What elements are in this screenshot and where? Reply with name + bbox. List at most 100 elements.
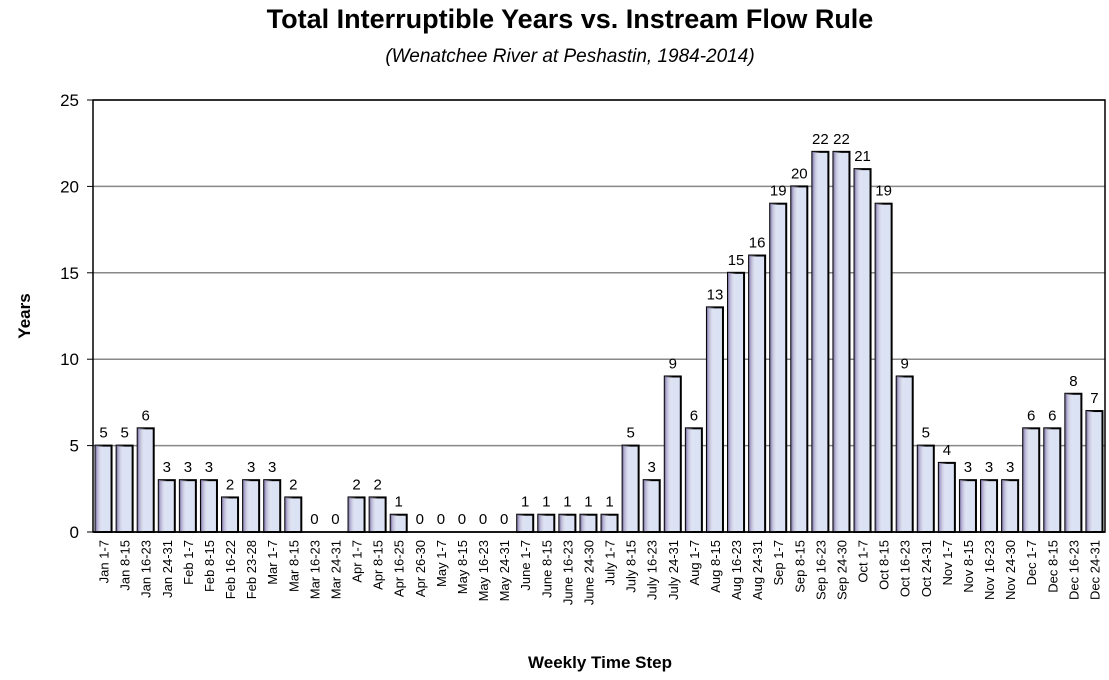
bar xyxy=(94,444,113,534)
value-label: 0 xyxy=(479,511,487,528)
x-tick-label: Sep 16-23 xyxy=(813,540,828,600)
bar xyxy=(537,513,556,533)
value-label: 3 xyxy=(247,459,255,476)
y-tick-label: 25 xyxy=(60,91,79,110)
x-tick-label: Oct 24-31 xyxy=(919,540,934,597)
x-tick-label: Jan 8-15 xyxy=(118,540,133,591)
bar xyxy=(874,202,893,533)
bar xyxy=(199,479,218,534)
x-tick-label: Feb 8-15 xyxy=(202,540,217,592)
bar xyxy=(727,271,746,533)
value-label: 9 xyxy=(669,355,677,372)
bar xyxy=(1064,392,1083,534)
y-tick-label: 0 xyxy=(70,523,79,542)
x-tick-label: May 1-7 xyxy=(434,540,449,587)
x-tick-label: Feb 1-7 xyxy=(181,540,196,585)
bar xyxy=(895,375,914,534)
x-tick-label: Aug 16-23 xyxy=(729,540,744,600)
value-label: 2 xyxy=(226,476,234,493)
x-tick-label: Feb 23-28 xyxy=(244,540,259,599)
value-label: 3 xyxy=(1006,459,1014,476)
x-tick-label: Nov 1-7 xyxy=(940,540,955,586)
value-label: 1 xyxy=(521,494,529,511)
bar xyxy=(600,513,619,533)
x-tick-label: June 8-15 xyxy=(539,540,554,598)
x-tick-label: July 8-15 xyxy=(624,540,639,593)
chart-title: Total Interruptible Years vs. Instream F… xyxy=(267,4,874,34)
value-label: 22 xyxy=(812,131,829,148)
x-tick-label: Oct 8-15 xyxy=(877,540,892,590)
x-tick-label: Oct 1-7 xyxy=(856,540,871,583)
bar xyxy=(1043,427,1062,534)
value-label: 0 xyxy=(310,511,318,528)
bar xyxy=(263,479,282,534)
value-label: 9 xyxy=(901,355,909,372)
x-tick-label: Aug 24-31 xyxy=(750,540,765,600)
bar xyxy=(684,427,703,534)
value-label: 1 xyxy=(563,494,571,511)
y-axis-title: Years xyxy=(15,293,34,338)
bar xyxy=(790,185,809,533)
x-tick-label: Mar 16-23 xyxy=(307,540,322,599)
value-label: 3 xyxy=(964,459,972,476)
x-tick-label: Nov 24-30 xyxy=(1003,540,1018,600)
x-tick-label: Mar 8-15 xyxy=(286,540,301,592)
bar xyxy=(347,496,366,534)
value-label: 21 xyxy=(854,148,871,165)
bar xyxy=(284,496,303,534)
bar xyxy=(221,496,240,534)
value-label: 1 xyxy=(395,494,403,511)
bar xyxy=(811,150,830,533)
value-label: 0 xyxy=(416,511,424,528)
value-label: 3 xyxy=(985,459,993,476)
x-tick-label: Mar 1-7 xyxy=(265,540,280,585)
bar xyxy=(980,479,999,534)
x-tick-label: Dec 1-7 xyxy=(1024,540,1039,586)
value-label: 6 xyxy=(1048,407,1056,424)
value-label: 5 xyxy=(626,425,634,442)
x-axis-title: Weekly Time Step xyxy=(528,653,672,672)
y-tick-label: 10 xyxy=(60,350,79,369)
bar xyxy=(958,479,977,534)
bar xyxy=(937,461,956,534)
x-tick-label: May 16-23 xyxy=(476,540,491,601)
x-tick-label: Aug 1-7 xyxy=(687,540,702,586)
value-label: 6 xyxy=(1027,407,1035,424)
value-label: 8 xyxy=(1069,373,1077,390)
x-tick-label: July 24-31 xyxy=(666,540,681,600)
x-tick-label: Oct 16-23 xyxy=(898,540,913,597)
x-tick-label: July 16-23 xyxy=(645,540,660,600)
x-tick-label: June 1-7 xyxy=(518,540,533,591)
bar xyxy=(769,202,788,533)
value-label: 1 xyxy=(542,494,550,511)
value-label: 6 xyxy=(690,407,698,424)
value-label: 16 xyxy=(749,235,766,252)
x-tick-label: Apr 1-7 xyxy=(350,540,365,583)
x-tick-label: Apr 16-25 xyxy=(392,540,407,597)
value-label: 3 xyxy=(163,459,171,476)
bar xyxy=(516,513,535,533)
value-label: 15 xyxy=(728,252,745,269)
value-label: 3 xyxy=(268,459,276,476)
bar xyxy=(558,513,577,533)
x-tick-label: June 24-30 xyxy=(581,540,596,605)
bar xyxy=(1022,427,1041,534)
x-tick-label: May 24-31 xyxy=(497,540,512,601)
bar xyxy=(1001,479,1020,534)
value-label: 19 xyxy=(770,183,787,200)
y-tick-label: 15 xyxy=(60,264,79,283)
value-label: 0 xyxy=(500,511,508,528)
y-tick-label: 20 xyxy=(60,177,79,196)
x-tick-label: Aug 8-15 xyxy=(708,540,723,593)
value-label: 2 xyxy=(373,476,381,493)
bar xyxy=(853,168,872,533)
x-tick-label: June 16-23 xyxy=(560,540,575,605)
x-tick-label: May 8-15 xyxy=(455,540,470,594)
value-label: 3 xyxy=(648,459,656,476)
value-label: 20 xyxy=(791,165,808,182)
x-tick-label: Jan 24-31 xyxy=(160,540,175,598)
value-label: 1 xyxy=(605,494,613,511)
value-label: 6 xyxy=(142,407,150,424)
bar xyxy=(748,254,767,534)
